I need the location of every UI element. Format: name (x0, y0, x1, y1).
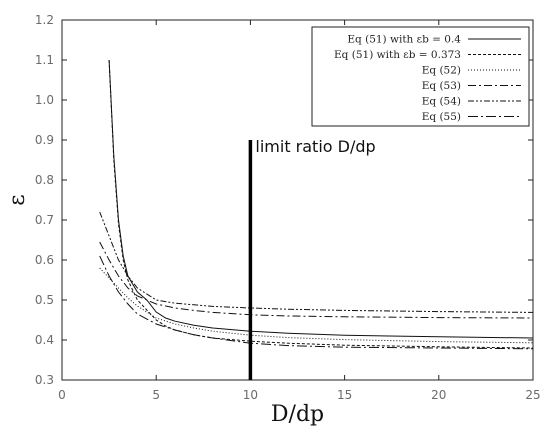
x-tick-label: 10 (243, 388, 258, 402)
y-tick-label: 1.1 (35, 53, 54, 67)
x-axis-ticks: 0 5 10 15 20 25 (58, 20, 541, 402)
y-axis-label: ε (5, 194, 30, 205)
legend: Eq (51) with εb = 0.4 Eq (51) with εb = 0… (311, 26, 530, 127)
legend-entry-label: Eq (53) (422, 80, 461, 92)
y-tick-label: 0.9 (35, 133, 54, 147)
series-line-3 (99, 267, 534, 344)
x-tick-label: 25 (525, 388, 540, 402)
x-axis-label: D/dp (271, 402, 324, 427)
y-tick-label: 0.7 (35, 213, 54, 227)
x-tick-label: 15 (337, 388, 352, 402)
series-layer (99, 59, 534, 350)
y-tick-label: 0.6 (35, 253, 54, 267)
y-tick-label: 1.2 (35, 13, 54, 27)
y-tick-label: 0.3 (35, 373, 54, 387)
series-line-2 (108, 59, 534, 349)
legend-entry-label: Eq (52) (422, 65, 461, 77)
legend-entry-label: Eq (55) (422, 111, 461, 123)
y-tick-label: 0.4 (35, 333, 54, 347)
x-tick-label: 20 (431, 388, 446, 402)
series-line-4 (99, 241, 534, 319)
series-line-5 (99, 211, 534, 313)
annotation-layer: limit ratio D/dp (248, 137, 376, 380)
x-tick-label: 5 (152, 388, 160, 402)
limit-ratio-label: limit ratio D/dp (255, 137, 375, 156)
y-axis-ticks: 0.3 0.4 0.5 0.6 0.7 0.8 0.9 1.0 1.1 1.2 (35, 13, 533, 387)
plot-frame (61, 19, 534, 381)
y-tick-label: 1.0 (35, 93, 54, 107)
series-line-1 (108, 59, 534, 339)
legend-entry-label: Eq (51) with εb = 0.373 (334, 49, 461, 61)
legend-entry-label: Eq (54) (422, 96, 461, 108)
legend-box (311, 26, 530, 127)
x-tick-label: 0 (58, 388, 66, 402)
plot-border (61, 19, 534, 381)
legend-entry-label: Eq (51) with εb = 0.4 (347, 34, 461, 46)
series-line-6 (99, 255, 534, 350)
y-tick-label: 0.8 (35, 173, 54, 187)
y-tick-label: 0.5 (35, 293, 54, 307)
